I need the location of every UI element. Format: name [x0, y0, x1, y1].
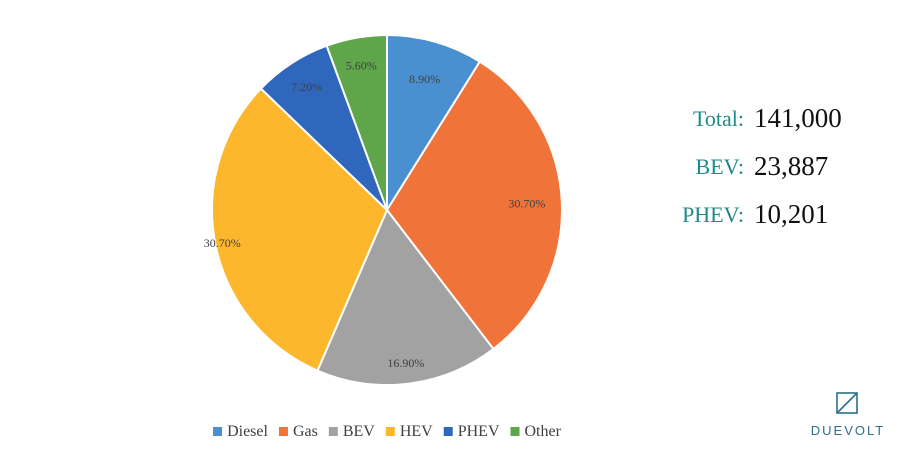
legend-label-diesel: Diesel [227, 423, 268, 440]
legend-swatch-phev [443, 427, 453, 436]
data-label-bev: 16.90% [387, 356, 424, 370]
brand-logo: DUEVOLT [800, 391, 896, 441]
data-label-phev: 7.20% [291, 80, 322, 94]
pie-slice-diesel [386, 33, 482, 214]
data-label-diesel: 8.90% [409, 72, 440, 86]
legend-label-bev: BEV [343, 423, 375, 440]
stat-label-phev: PHEV: [682, 202, 744, 227]
legend-label-hev: HEV [400, 423, 433, 440]
legend-swatch-bev [328, 427, 338, 436]
data-label-gas: 30.70% [508, 196, 545, 210]
legend-swatch-diesel [213, 427, 223, 436]
stat-row-bev: BEV: 23,887 [640, 151, 860, 202]
stat-row-total: Total: 141,000 [640, 103, 860, 154]
brand-name: DUEVOLT [810, 423, 886, 438]
pie-slice-hev [211, 87, 389, 372]
pie-slice-gas [385, 60, 563, 351]
stats-panel: Total: 141,000 BEV: 23,887 PHEV: 10,201 [640, 103, 860, 250]
legend-label-gas: Gas [293, 423, 318, 440]
data-label-hev: 30.70% [204, 236, 241, 250]
legend-swatch-other [510, 427, 520, 436]
legend: Diesel Gas BEV HEV PHEV Other [213, 423, 562, 440]
stat-value-total: 141,000 [754, 103, 842, 133]
stat-value-phev: 10,201 [754, 199, 829, 229]
data-label-other: 5.60% [346, 58, 377, 72]
pie-slice-other [325, 33, 388, 211]
stat-label-total: Total: [692, 106, 744, 131]
stat-value-bev: 23,887 [754, 151, 829, 181]
legend-swatch-gas [278, 427, 288, 436]
legend-label-other: Other [525, 423, 562, 440]
pie-slice-bev [316, 208, 495, 386]
legend-label-phev: PHEV [458, 423, 500, 440]
legend-swatch-hev [385, 427, 395, 436]
stat-label-bev: BEV: [695, 154, 744, 179]
duevolt-logo-icon [836, 392, 858, 414]
stat-row-phev: PHEV: 10,201 [640, 199, 860, 250]
